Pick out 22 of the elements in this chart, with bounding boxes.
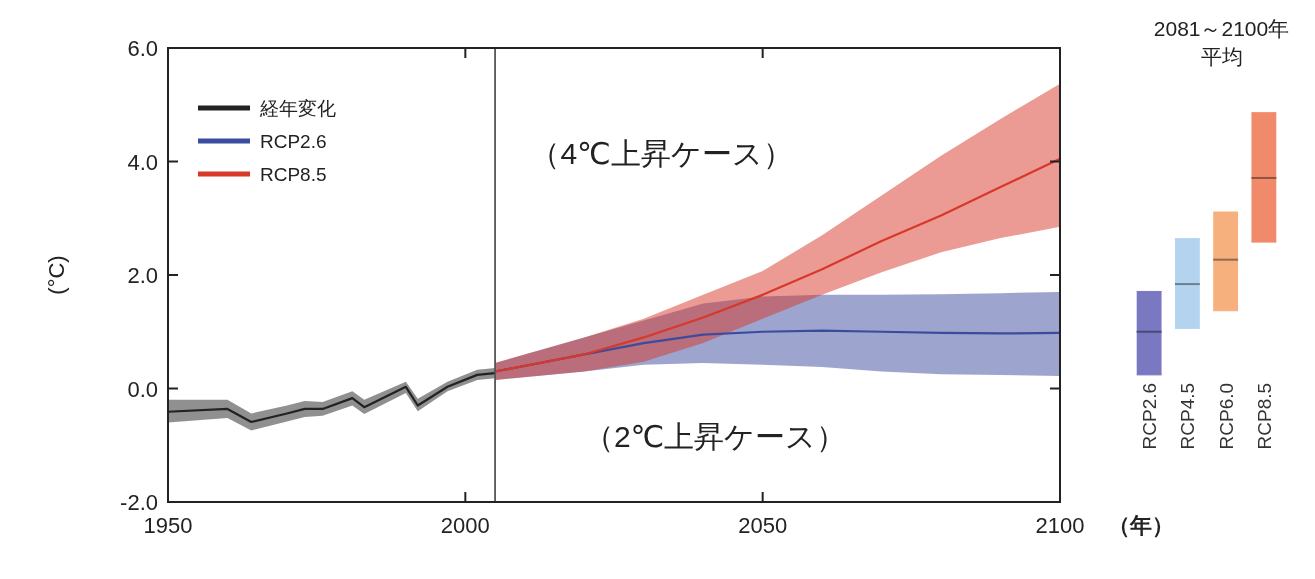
y-tick-label: 2.0 xyxy=(127,263,158,288)
x-tick-label: 1950 xyxy=(143,513,193,538)
y-tick-label: 6.0 xyxy=(127,36,158,61)
x-tick-label: 2100 xyxy=(1035,513,1085,538)
legend-label: RCP2.6 xyxy=(260,131,327,152)
legend-label: 経年変化 xyxy=(259,98,336,119)
x-tick-label: RCP2.6 xyxy=(1139,382,1161,450)
y-tick-label: 0.0 xyxy=(127,376,158,402)
legend-label: RCP8.5 xyxy=(260,164,327,185)
y-tick-label: -2.0 xyxy=(120,490,158,515)
chart-subtitle: 平均 xyxy=(1200,45,1243,68)
x-tick-label: RCP8.5 xyxy=(1253,382,1275,450)
x-tick-label: 2000 xyxy=(440,513,490,538)
y-axis-title: (°C) xyxy=(44,255,69,295)
x-tick-label: 2050 xyxy=(738,513,788,538)
chart-title: 2081～2100年 xyxy=(1153,17,1290,40)
x-tick-label: RCP6.0 xyxy=(1215,382,1237,450)
annotation: （2℃上昇ケース） xyxy=(583,420,847,454)
annotation: （4℃上昇ケース） xyxy=(530,136,793,170)
y-tick-label: 4.0 xyxy=(127,149,158,175)
x-tick-label: RCP4.5 xyxy=(1177,382,1199,450)
x-axis-title: （年） xyxy=(1108,513,1174,538)
